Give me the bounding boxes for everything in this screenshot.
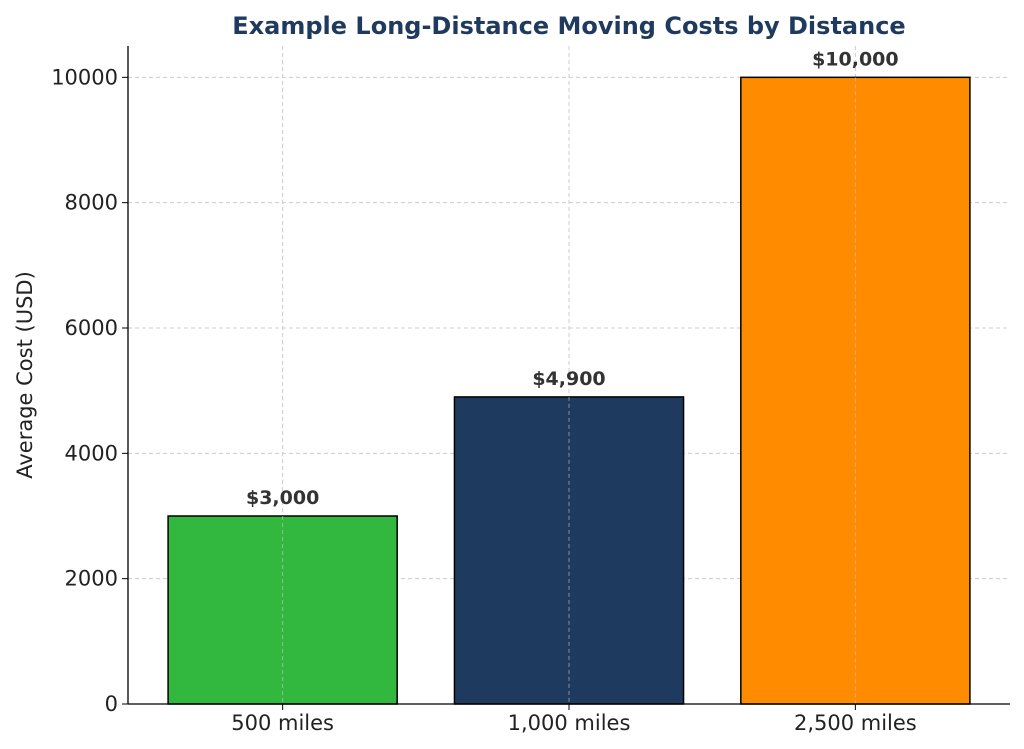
- x-tick-label: 500 miles: [231, 711, 334, 735]
- y-tick-label: 2000: [65, 567, 118, 591]
- y-tick-label: 10000: [51, 65, 118, 89]
- x-tick-label: 1,000 miles: [508, 711, 631, 735]
- y-tick-label: 6000: [65, 316, 118, 340]
- bar-3: [740, 76, 971, 705]
- data-label: $10,000: [812, 48, 899, 70]
- y-tick-label: 4000: [65, 441, 118, 465]
- y-axis-label: Average Cost (USD): [13, 271, 37, 479]
- data-label: $3,000: [246, 487, 319, 509]
- data-label: $4,900: [532, 368, 605, 390]
- x-tick-label: 2,500 miles: [794, 711, 917, 735]
- chart-title: Example Long-Distance Moving Costs by Di…: [232, 12, 905, 40]
- y-tick-label: 8000: [65, 191, 118, 215]
- y-tick-label: 0: [105, 692, 118, 716]
